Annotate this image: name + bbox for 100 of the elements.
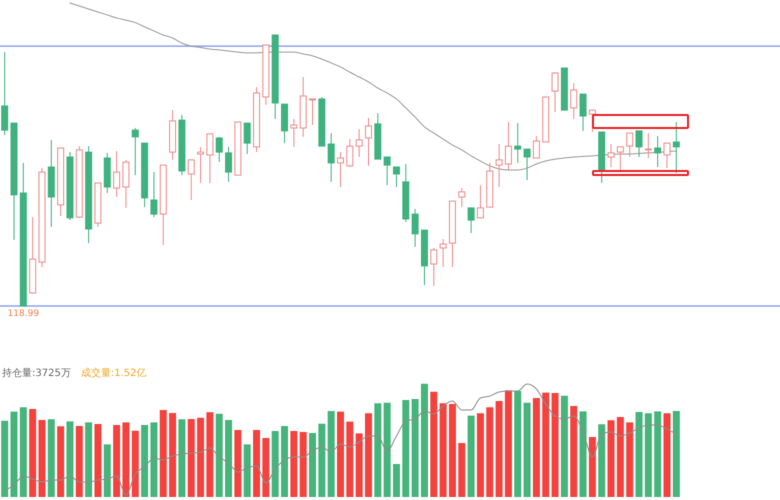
bar — [514, 390, 522, 497]
candlestick — [346, 138, 354, 168]
bar — [20, 407, 27, 497]
candlestick — [412, 208, 419, 248]
text: 成交量:1.52亿 — [80, 368, 146, 380]
bar — [440, 403, 447, 497]
bar — [644, 413, 652, 497]
candlestick — [197, 146, 204, 184]
bar — [188, 419, 195, 497]
text: 持仓量:3725万 — [2, 368, 71, 380]
candlestick — [328, 132, 335, 182]
bar — [206, 412, 214, 497]
bar — [346, 422, 354, 497]
bar — [626, 422, 634, 497]
candlestick — [476, 184, 484, 218]
candlestick — [392, 166, 400, 188]
bar — [122, 422, 130, 497]
bar — [197, 418, 204, 497]
bar — [420, 384, 428, 497]
bar — [309, 432, 316, 497]
candlestick — [430, 248, 438, 286]
candlestick — [570, 82, 578, 120]
candlestick — [644, 132, 652, 159]
bar — [160, 410, 167, 497]
bar — [225, 420, 232, 497]
candlestick — [496, 143, 503, 188]
candlestick — [290, 118, 298, 148]
bar — [113, 425, 120, 497]
bar — [486, 407, 494, 497]
bar — [262, 438, 270, 497]
bar — [150, 422, 158, 497]
bar — [468, 416, 475, 497]
bar — [318, 424, 326, 497]
bar — [384, 402, 391, 497]
bar — [374, 403, 382, 497]
bar — [616, 417, 624, 497]
bar — [337, 412, 344, 497]
bar — [281, 426, 288, 497]
candlestick — [113, 150, 120, 198]
candlestick — [468, 207, 475, 234]
bar — [234, 430, 242, 497]
candlestick — [626, 132, 634, 158]
bar — [253, 430, 260, 497]
bar — [169, 413, 176, 497]
bar — [85, 422, 92, 497]
candlestick — [188, 159, 195, 201]
bar — [328, 411, 335, 497]
candlestick — [309, 98, 316, 126]
bar — [178, 419, 186, 497]
bar — [532, 398, 540, 497]
candlestick — [654, 136, 662, 168]
bar — [104, 444, 111, 497]
bar — [664, 413, 671, 497]
bar — [29, 408, 36, 497]
bar — [244, 444, 251, 497]
candlestick — [514, 122, 522, 164]
candlestick — [216, 136, 223, 163]
bar — [392, 464, 400, 497]
bar — [132, 430, 139, 497]
bar — [216, 414, 223, 497]
bar — [141, 425, 148, 497]
candlestick — [206, 133, 214, 184]
bar — [598, 424, 606, 497]
bar — [412, 398, 419, 497]
bar — [272, 430, 279, 497]
bar — [1, 420, 8, 497]
bar — [57, 426, 64, 497]
bar — [542, 392, 550, 497]
candlestick — [364, 117, 372, 166]
candlestick — [458, 188, 466, 208]
bar — [448, 404, 456, 497]
candlestick — [580, 94, 587, 132]
annotation: 118.99 — [8, 309, 40, 319]
bar — [588, 436, 596, 497]
bar — [364, 413, 372, 497]
bar — [76, 426, 83, 497]
candlestick — [337, 152, 344, 188]
candlestick — [132, 127, 139, 176]
bar — [570, 406, 578, 497]
bar — [552, 392, 559, 497]
bar — [356, 433, 363, 497]
bar — [496, 401, 503, 497]
candlestick — [608, 143, 615, 168]
candlestick — [524, 148, 531, 180]
bar — [402, 400, 410, 497]
bar — [38, 420, 46, 497]
bar — [608, 420, 615, 497]
bar — [476, 413, 484, 497]
candlestick — [532, 136, 540, 159]
bar — [48, 419, 55, 497]
bar — [560, 396, 568, 497]
candlestick — [244, 122, 251, 154]
candlestick — [440, 238, 447, 268]
bar — [10, 412, 18, 497]
bar — [654, 411, 662, 497]
candlestick — [504, 121, 512, 170]
bar — [300, 432, 307, 497]
candlestick — [552, 72, 559, 112]
bar — [580, 411, 587, 497]
candlestick — [384, 156, 391, 186]
